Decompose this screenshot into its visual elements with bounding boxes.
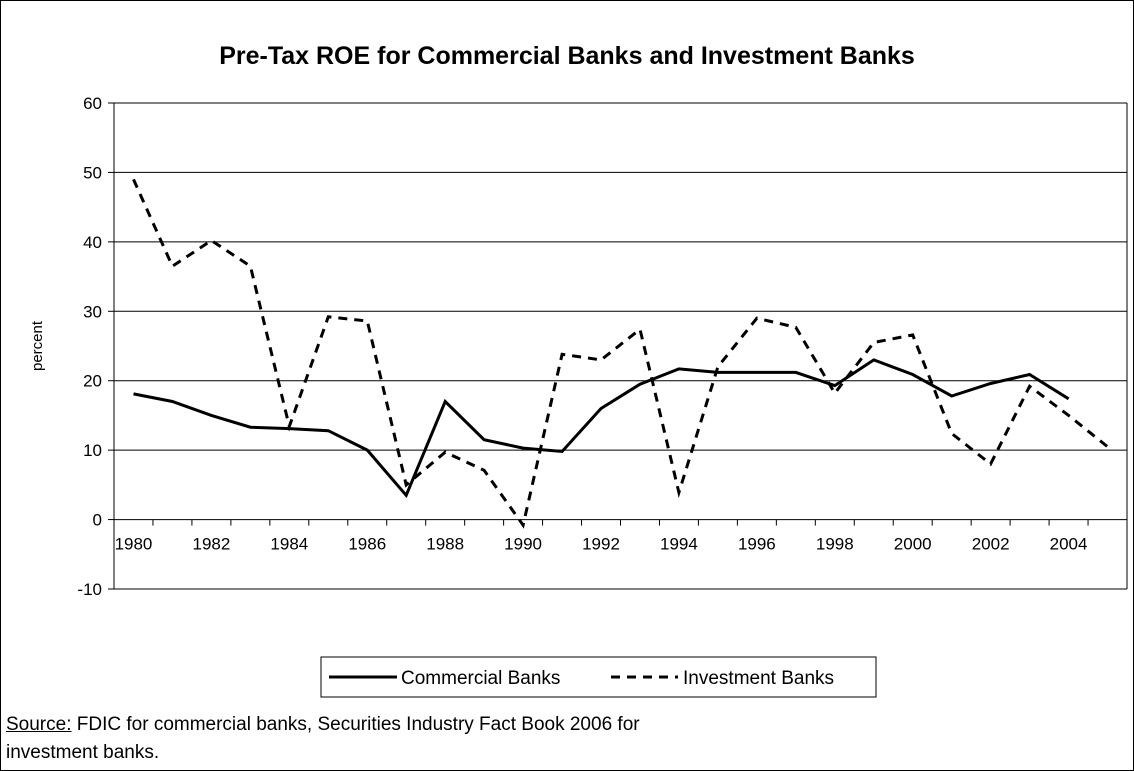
x-tick-label: 1988	[426, 535, 464, 554]
x-tick-label: 1996	[738, 535, 776, 554]
y-tick-label: -10	[77, 580, 102, 599]
x-tick-label: 2002	[972, 535, 1010, 554]
source-label: Source:	[6, 714, 72, 735]
y-tick-label: 50	[83, 163, 102, 182]
source-text: FDIC for commercial banks, Securities In…	[71, 714, 640, 735]
y-tick-label: 20	[83, 372, 102, 391]
legend-label-investment: Investment Banks	[683, 668, 834, 689]
x-tick-label: 1982	[192, 535, 230, 554]
chart-title: Pre-Tax ROE for Commercial Banks and Inv…	[219, 42, 915, 70]
x-tick-label: 1994	[660, 535, 698, 554]
y-tick-label: 30	[83, 302, 102, 321]
y-tick-label: 40	[83, 233, 102, 252]
y-tick-label: 10	[83, 441, 102, 460]
x-tick-label: 2004	[1050, 535, 1088, 554]
x-tick-label: 1992	[582, 535, 620, 554]
legend-box	[320, 656, 877, 698]
y-tick-label: 0	[93, 511, 102, 530]
x-tick-label: 1986	[348, 535, 386, 554]
y-axis-label: percent	[29, 320, 46, 371]
source-note: Source: FDIC for commercial banks, Secur…	[6, 711, 906, 767]
y-tick-label: 60	[83, 94, 102, 113]
source-text-2: investment banks.	[6, 742, 160, 763]
x-tick-label: 1990	[504, 535, 542, 554]
x-tick-label: 1998	[816, 535, 854, 554]
x-tick-label: 1980	[115, 535, 153, 554]
x-tick-label: 2000	[894, 535, 932, 554]
x-tick-label: 1984	[270, 535, 308, 554]
legend-label-commercial: Commercial Banks	[401, 668, 560, 689]
series-line-commercial-banks	[133, 358, 1070, 499]
series-line-investment-banks	[132, 178, 1109, 529]
